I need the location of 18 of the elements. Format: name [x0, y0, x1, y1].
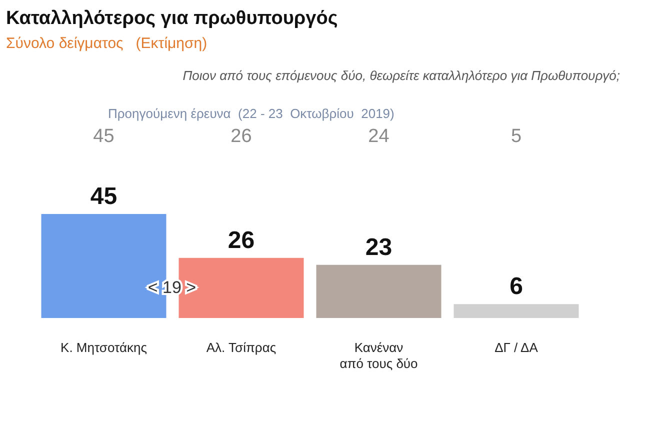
x-tick-label: ΔΓ / ΔΑ [494, 340, 538, 355]
chart-subtitle: Σύνολο δείγματος (Εκτίμηση) [6, 35, 208, 52]
data-label: 26 [228, 226, 255, 254]
bar [454, 304, 579, 318]
x-tick-label: Κ. Μητσοτάκης [60, 340, 147, 355]
data-label: 23 [365, 234, 392, 261]
x-tick-label: Αλ. Τσίπρας [206, 340, 276, 355]
text: 45 [93, 126, 114, 147]
text: 26 [230, 126, 252, 147]
text: Ποιον από τους επόμενους δύο, θεωρείτε καταλληλότερο για Πρωθυπουργό; [182, 68, 620, 83]
data-label: 45 [90, 183, 118, 210]
text: Προηγούμενη έρευνα (22 - 23 Οκτωβρίου 2019) [108, 106, 394, 121]
chart-title: Καταλληλότερος για πρωθυπουργός [6, 8, 338, 29]
bar [316, 264, 442, 318]
data-label: 6 [510, 273, 523, 300]
x-tick-label: Κανέναν από τους δύο [340, 340, 418, 371]
text: 24 [368, 126, 390, 147]
text: 5 [510, 126, 522, 147]
